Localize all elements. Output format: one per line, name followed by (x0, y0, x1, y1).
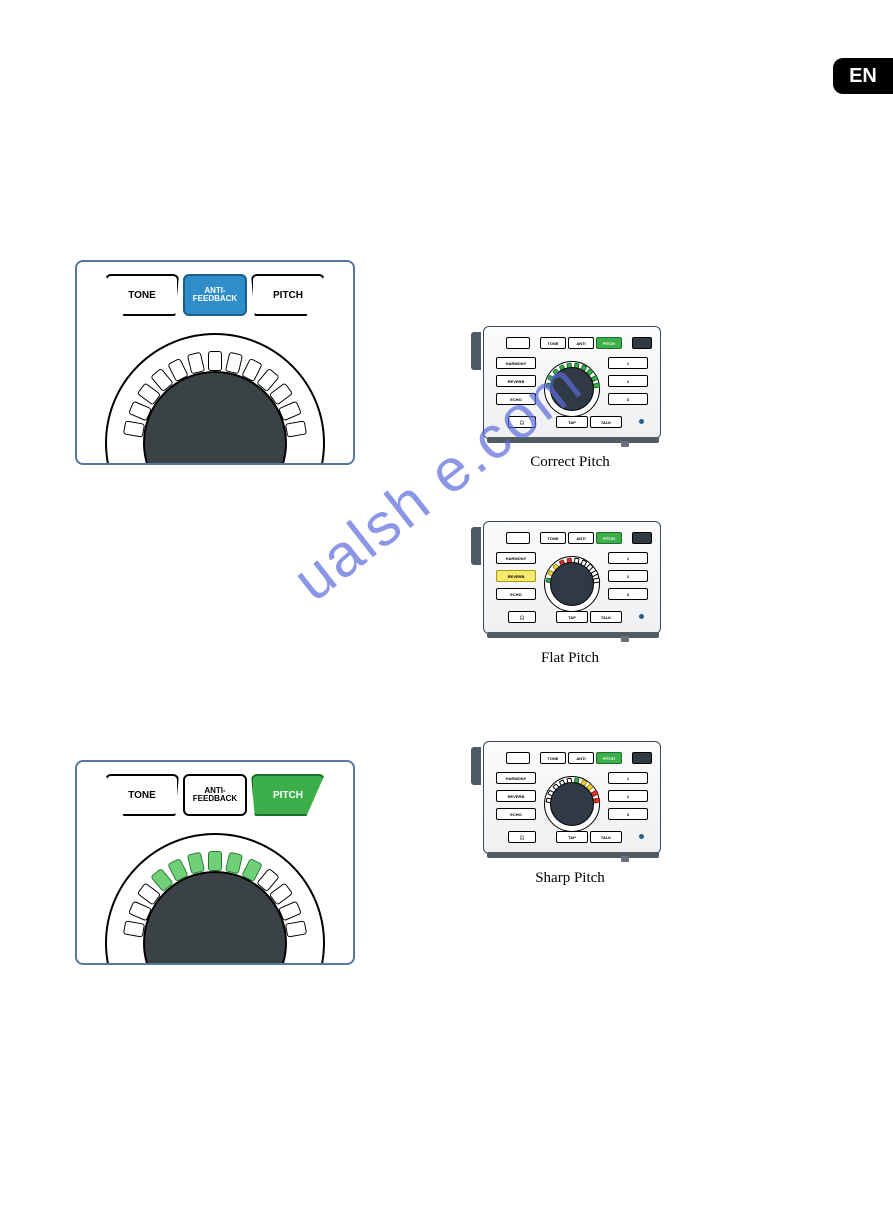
preset-1-button[interactable]: 1 (608, 552, 648, 564)
top-button-row: TONE ANTI- FEEDBACK PITCH (77, 774, 353, 816)
device-base (487, 632, 659, 638)
reverb-button[interactable]: REVERB (496, 570, 536, 582)
thumb-label-sharp: Sharp Pitch (475, 870, 665, 887)
anti-feedback-button[interactable]: ANTI- FEEDBACK (183, 774, 247, 816)
knob-area (105, 333, 325, 465)
clip-icon (471, 747, 481, 785)
led-indicator (639, 834, 644, 839)
headphone-button[interactable]: 🎧 (508, 831, 536, 843)
preset-2-button[interactable]: 2 (608, 790, 648, 802)
knob-dial[interactable] (550, 782, 594, 826)
preset-3-button[interactable]: 3 (608, 588, 648, 600)
tone-button[interactable]: TONE (105, 774, 179, 816)
knob-area (105, 833, 325, 965)
panel-pitch: TONE ANTI- FEEDBACK PITCH (75, 760, 355, 965)
led-segment (285, 420, 307, 437)
led-segment (208, 351, 222, 371)
anti-line2: FEEDBACK (193, 795, 237, 803)
echo-button[interactable]: ECHO (496, 393, 536, 405)
anti-button[interactable]: ANTI (568, 752, 594, 764)
led-segment (285, 920, 307, 937)
preset-2-button[interactable]: 2 (608, 375, 648, 387)
panel-anti-feedback: TONE ANTI- FEEDBACK PITCH (75, 260, 355, 465)
thumb-label-flat: Flat Pitch (475, 650, 665, 667)
top-button-row: TONE ANTI- FEEDBACK PITCH (77, 274, 353, 316)
harmony-button[interactable]: HARMONY (496, 772, 536, 784)
headphone-button[interactable]: 🎧 (508, 416, 536, 428)
tap-button[interactable]: TAP (556, 416, 588, 428)
echo-button[interactable]: ECHO (496, 588, 536, 600)
device-thumb-flat: TONEANTIPITCH HARMONY REVERB ECHO 1 2 3 🎧 TAPTAL… (475, 515, 665, 640)
preset-1-button[interactable]: 1 (608, 772, 648, 784)
led-segment (208, 851, 222, 871)
pitch-button[interactable]: PITCH (251, 274, 325, 316)
talk-button[interactable]: TALK (590, 416, 622, 428)
device-body: TONEANTIPITCH HARMONY REVERB ECHO 1 2 3 🎧 TAPTAL… (483, 521, 661, 634)
device-thumb-sharp: TONEANTIPITCH HARMONY REVERB ECHO 1 2 3 🎧 TAPTAL… (475, 735, 665, 860)
power-button[interactable] (632, 752, 652, 764)
tone-button[interactable]: TONE (105, 274, 179, 316)
tap-button[interactable]: TAP (556, 611, 588, 623)
preset-1-button[interactable]: 1 (608, 357, 648, 369)
jack-icon (621, 441, 629, 447)
led-segment (123, 920, 145, 937)
device-base (487, 852, 659, 858)
language-badge: EN (833, 58, 893, 94)
clip-icon (471, 332, 481, 370)
knob-dial[interactable] (550, 367, 594, 411)
anti-button[interactable]: ANTI (568, 532, 594, 544)
pitch-button[interactable]: PITCH (596, 532, 622, 544)
pitch-button[interactable]: PITCH (596, 752, 622, 764)
set-button[interactable] (506, 752, 530, 764)
talk-button[interactable]: TALK (590, 831, 622, 843)
led-indicator (639, 614, 644, 619)
device-thumb-correct: TONEANTIPITCH HARMONY REVERB ECHO 1 2 3 🎧 TAPTAL… (475, 320, 665, 445)
headphone-button[interactable]: 🎧 (508, 611, 536, 623)
harmony-button[interactable]: HARMONY (496, 552, 536, 564)
set-button[interactable] (506, 337, 530, 349)
tone-button[interactable]: TONE (540, 752, 566, 764)
anti-feedback-button[interactable]: ANTI- FEEDBACK (183, 274, 247, 316)
pitch-button[interactable]: PITCH (596, 337, 622, 349)
thumb-label-correct: Correct Pitch (475, 454, 665, 471)
knob-dial[interactable] (550, 562, 594, 606)
tone-button[interactable]: TONE (540, 532, 566, 544)
device-body: TONEANTIPITCH HARMONY REVERB ECHO 1 2 3 🎧 TAPTAL… (483, 741, 661, 854)
preset-3-button[interactable]: 3 (608, 808, 648, 820)
anti-line2: FEEDBACK (193, 295, 237, 303)
preset-3-button[interactable]: 3 (608, 393, 648, 405)
led-indicator (639, 419, 644, 424)
reverb-button[interactable]: REVERB (496, 375, 536, 387)
set-button[interactable] (506, 532, 530, 544)
anti-button[interactable]: ANTI (568, 337, 594, 349)
jack-icon (621, 636, 629, 642)
preset-2-button[interactable]: 2 (608, 570, 648, 582)
device-body: TONEANTIPITCH HARMONY REVERB ECHO 1 2 3 🎧 TAPTAL… (483, 326, 661, 439)
talk-button[interactable]: TALK (590, 611, 622, 623)
tap-button[interactable]: TAP (556, 831, 588, 843)
jack-icon (621, 856, 629, 862)
echo-button[interactable]: ECHO (496, 808, 536, 820)
pitch-button[interactable]: PITCH (251, 774, 325, 816)
led-segment (123, 420, 145, 437)
device-base (487, 437, 659, 443)
reverb-button[interactable]: REVERB (496, 790, 536, 802)
clip-icon (471, 527, 481, 565)
power-button[interactable] (632, 532, 652, 544)
harmony-button[interactable]: HARMONY (496, 357, 536, 369)
power-button[interactable] (632, 337, 652, 349)
tone-button[interactable]: TONE (540, 337, 566, 349)
